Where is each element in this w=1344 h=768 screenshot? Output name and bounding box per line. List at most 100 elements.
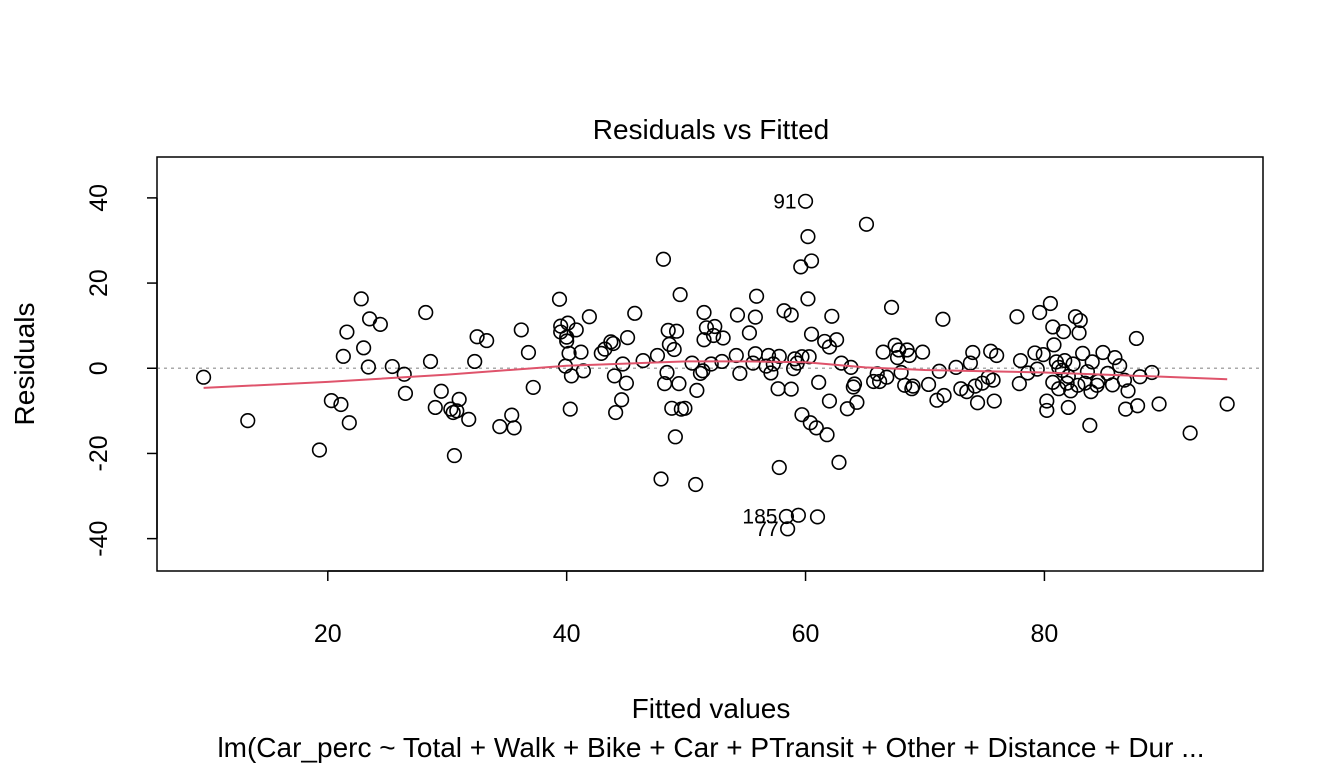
residual-point bbox=[783, 381, 799, 397]
residual-point bbox=[1107, 350, 1123, 366]
residual-point bbox=[1009, 309, 1025, 325]
residual-point bbox=[833, 355, 849, 371]
outlier-label: 77 bbox=[755, 518, 778, 541]
residual-point bbox=[771, 459, 787, 476]
residual-point bbox=[449, 403, 465, 419]
residual-point bbox=[831, 454, 847, 470]
residual-point bbox=[819, 427, 835, 443]
residual-point bbox=[780, 521, 796, 537]
residual-point bbox=[311, 442, 328, 458]
residual-point bbox=[872, 373, 888, 390]
residual-point bbox=[1059, 375, 1075, 391]
residual-point bbox=[689, 382, 705, 399]
x-tick-label: 40 bbox=[553, 620, 581, 648]
residual-point bbox=[986, 393, 1002, 409]
residual-point bbox=[561, 345, 577, 361]
residual-point bbox=[703, 356, 719, 372]
residual-point bbox=[824, 308, 840, 324]
residual-point bbox=[446, 447, 463, 464]
residual-point bbox=[1055, 324, 1072, 340]
residual-point bbox=[715, 330, 731, 346]
residual-point bbox=[575, 363, 591, 379]
residual-point bbox=[875, 344, 891, 360]
residual-point bbox=[525, 379, 541, 396]
residual-point bbox=[1065, 356, 1081, 372]
x-axis: 20 40 60 80 bbox=[314, 570, 1059, 648]
residual-point bbox=[672, 286, 688, 303]
residual-point bbox=[1116, 372, 1133, 388]
residual-point bbox=[747, 309, 763, 325]
residual-point bbox=[959, 384, 975, 400]
y-tick-label: 20 bbox=[85, 269, 113, 297]
residual-point bbox=[809, 509, 826, 525]
residual-point bbox=[1182, 425, 1198, 441]
residual-point bbox=[614, 392, 630, 408]
plot-frame bbox=[156, 156, 1264, 572]
residual-point bbox=[948, 359, 964, 376]
residual-point bbox=[770, 381, 786, 397]
residual-point bbox=[803, 253, 820, 269]
residual-point bbox=[1144, 364, 1160, 381]
residual-point bbox=[195, 369, 212, 385]
residual-point bbox=[581, 309, 597, 325]
residual-point bbox=[849, 394, 865, 410]
residual-point bbox=[635, 352, 651, 369]
residual-point bbox=[666, 341, 682, 358]
residual-point bbox=[866, 373, 882, 390]
x-tick-label: 20 bbox=[314, 620, 342, 648]
residual-point bbox=[422, 353, 439, 370]
residual-point bbox=[790, 507, 806, 523]
residual-point bbox=[1011, 375, 1027, 392]
residual-point bbox=[803, 326, 820, 342]
residual-point bbox=[811, 374, 827, 390]
residual-point bbox=[1051, 381, 1067, 397]
residual-point bbox=[418, 304, 434, 321]
residual-point bbox=[335, 348, 351, 364]
residual-point bbox=[1120, 383, 1136, 399]
residual-point bbox=[653, 471, 669, 487]
residual-point bbox=[839, 401, 855, 417]
residual-point bbox=[696, 332, 712, 348]
residual-point bbox=[858, 216, 875, 232]
y-tick-label: -40 bbox=[85, 521, 113, 557]
residual-point bbox=[605, 335, 621, 352]
residual-point bbox=[935, 311, 951, 327]
residual-point bbox=[618, 375, 634, 391]
residual-point bbox=[661, 336, 677, 353]
outlier-label: 185 bbox=[742, 505, 777, 528]
residual-point bbox=[797, 193, 814, 209]
residual-point bbox=[821, 393, 838, 409]
residual-point bbox=[741, 325, 758, 341]
residual-point bbox=[467, 353, 483, 370]
residual-point bbox=[451, 391, 467, 407]
residual-point bbox=[668, 323, 685, 339]
residual-point bbox=[562, 401, 578, 417]
residual-point bbox=[461, 411, 477, 427]
residual-point bbox=[427, 399, 443, 416]
residual-point bbox=[747, 346, 763, 362]
residual-point bbox=[808, 420, 824, 436]
residual-point bbox=[879, 369, 895, 385]
residual-point bbox=[1027, 345, 1043, 361]
residual-point bbox=[619, 329, 636, 346]
residual-point bbox=[677, 400, 693, 416]
residual-point bbox=[520, 344, 537, 361]
residual-point bbox=[846, 376, 863, 392]
y-axis-label: Residuals bbox=[9, 303, 40, 426]
residual-point bbox=[1032, 304, 1048, 321]
residual-point bbox=[1079, 364, 1096, 380]
residual-point bbox=[372, 316, 388, 332]
residual-point bbox=[688, 476, 704, 493]
residual-point bbox=[568, 322, 584, 338]
residual-point bbox=[513, 322, 529, 338]
residual-point bbox=[655, 251, 672, 267]
x-tick-label: 80 bbox=[1031, 620, 1059, 648]
residual-point bbox=[360, 359, 377, 375]
residual-point bbox=[240, 413, 256, 429]
residual-point bbox=[802, 415, 818, 431]
residual-point bbox=[506, 420, 522, 436]
residual-point bbox=[728, 347, 744, 364]
residual-point bbox=[732, 365, 748, 381]
residual-point bbox=[671, 375, 687, 392]
